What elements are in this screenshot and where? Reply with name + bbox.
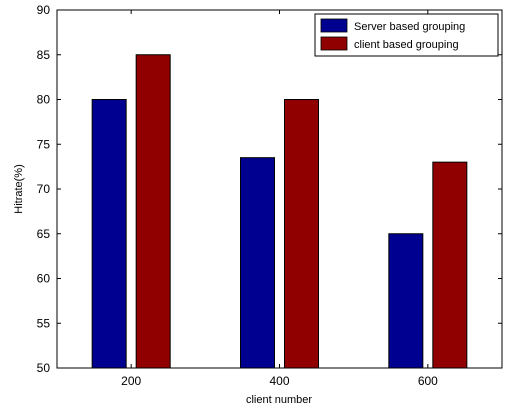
x-tick-label-400: 400 [269, 374, 289, 388]
legend-swatch-client [320, 36, 348, 51]
bar-client-200 [135, 54, 171, 369]
y-tick-label-75: 75 [37, 137, 51, 151]
y-tick-label-70: 70 [37, 182, 51, 196]
y-tick-label-90: 90 [37, 3, 51, 17]
x-axis-label: client number [246, 394, 312, 406]
legend-swatch-server [320, 18, 348, 33]
x-tick-label-200: 200 [121, 374, 141, 388]
bar-server-400 [240, 157, 275, 369]
y-tick-label-50: 50 [37, 361, 51, 375]
x-axis: 200 400 600 [121, 10, 438, 388]
y-tick-label-55: 55 [37, 316, 51, 330]
y-tick-label-65: 65 [37, 227, 51, 241]
bar-client-400 [284, 99, 319, 369]
bar-server-200 [91, 99, 127, 369]
legend: Server based grouping client based group… [314, 13, 499, 57]
y-tick-label-60: 60 [37, 272, 51, 286]
y-tick-label-85: 85 [37, 48, 51, 62]
legend-label-server: Server based grouping [354, 21, 465, 33]
y-axis-label: Hitrate(%) [13, 164, 25, 214]
x-tick-label-600: 600 [418, 374, 438, 388]
bar-client-600 [432, 161, 468, 369]
y-axis: 50 55 60 65 70 75 80 85 90 [37, 3, 502, 375]
bars [91, 54, 468, 369]
y-tick-label-80: 80 [37, 93, 51, 107]
bar-server-600 [388, 233, 424, 369]
plot-area [56, 9, 503, 369]
legend-label-client: client based grouping [354, 39, 459, 51]
